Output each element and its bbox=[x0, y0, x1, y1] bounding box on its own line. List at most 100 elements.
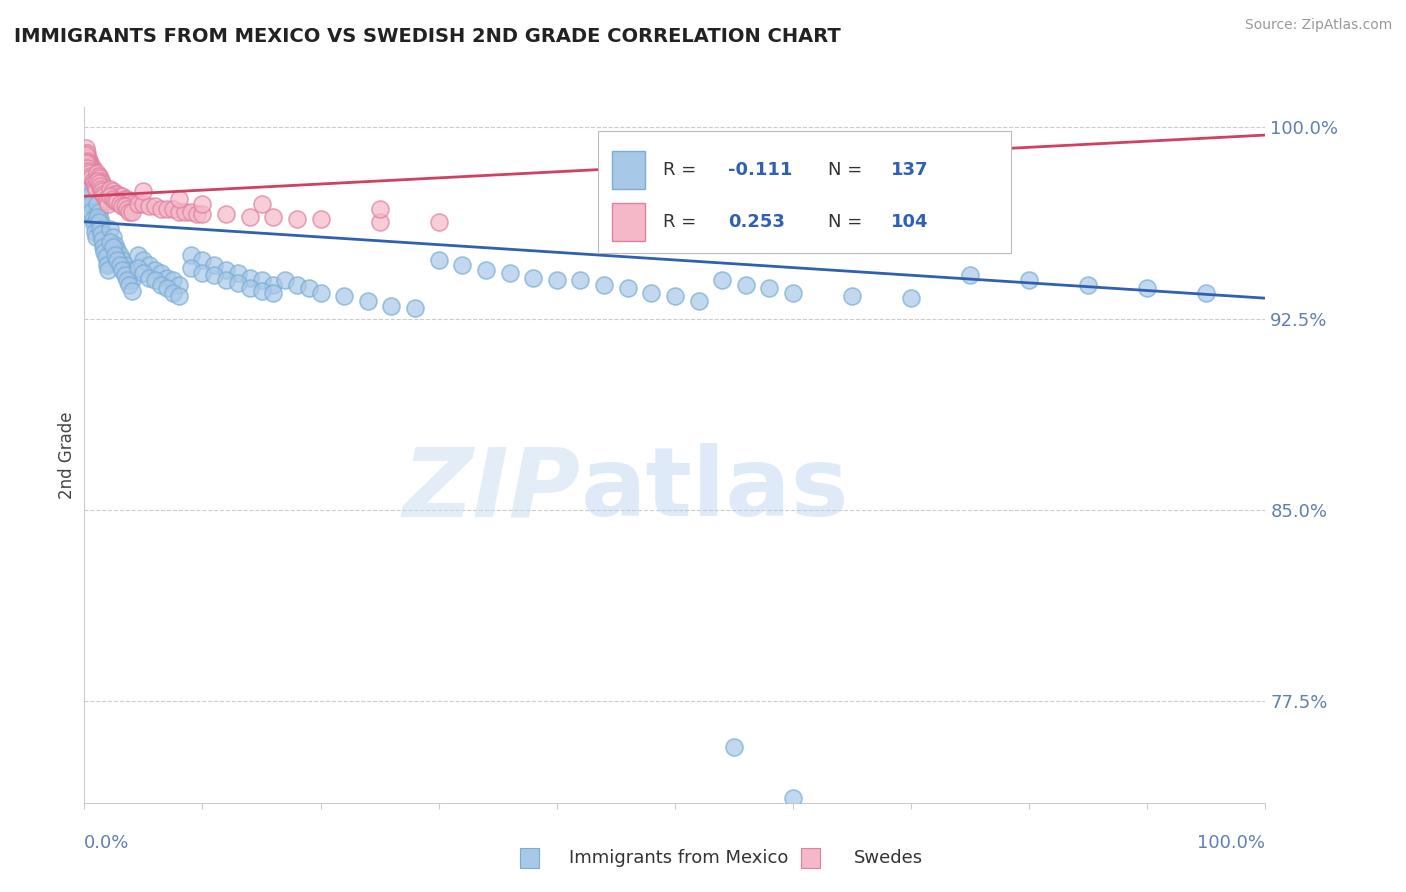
Point bbox=[82, 186, 104, 201]
Text: Immigrants from Mexico: Immigrants from Mexico bbox=[569, 849, 789, 867]
Point bbox=[688, 293, 710, 308]
Point bbox=[80, 159, 103, 173]
Point bbox=[138, 258, 160, 272]
Point bbox=[90, 217, 112, 231]
Point bbox=[89, 171, 111, 186]
Point bbox=[91, 184, 114, 198]
Point bbox=[87, 169, 110, 183]
Point bbox=[98, 235, 121, 249]
Point bbox=[156, 281, 179, 295]
Point bbox=[84, 230, 107, 244]
Point bbox=[1136, 281, 1159, 295]
Point bbox=[108, 258, 131, 272]
Point bbox=[96, 248, 118, 262]
Point bbox=[108, 189, 131, 203]
Point bbox=[77, 153, 100, 168]
Point bbox=[77, 159, 100, 173]
Point bbox=[380, 299, 402, 313]
Point bbox=[191, 252, 214, 267]
Text: -0.111: -0.111 bbox=[728, 161, 793, 178]
Point bbox=[357, 293, 380, 308]
Point bbox=[239, 210, 262, 224]
Point bbox=[84, 181, 107, 195]
Point bbox=[427, 215, 450, 229]
Point bbox=[180, 260, 202, 275]
Point bbox=[173, 204, 195, 219]
Point bbox=[127, 197, 149, 211]
Point bbox=[93, 245, 115, 260]
Point bbox=[77, 163, 100, 178]
Point bbox=[101, 230, 124, 244]
Point bbox=[98, 181, 121, 195]
Point bbox=[593, 278, 616, 293]
Text: 104: 104 bbox=[891, 213, 928, 231]
Point bbox=[404, 301, 426, 316]
Point bbox=[75, 145, 97, 160]
Point bbox=[127, 260, 149, 275]
Point bbox=[80, 204, 103, 219]
Point bbox=[162, 286, 184, 301]
Point bbox=[75, 148, 97, 162]
Point bbox=[75, 156, 97, 170]
Point bbox=[191, 207, 214, 221]
Point bbox=[84, 204, 107, 219]
Point bbox=[569, 273, 592, 287]
Point bbox=[1018, 273, 1040, 287]
Point bbox=[79, 169, 101, 183]
Point bbox=[115, 273, 138, 287]
Point bbox=[782, 790, 804, 805]
Point bbox=[75, 141, 97, 155]
Point bbox=[959, 268, 981, 283]
Point bbox=[77, 169, 100, 183]
Point bbox=[101, 184, 124, 198]
Point bbox=[664, 288, 686, 302]
Point bbox=[84, 210, 107, 224]
Point bbox=[239, 281, 262, 295]
Point bbox=[97, 255, 120, 269]
Point bbox=[83, 192, 105, 206]
Point bbox=[82, 197, 104, 211]
Point bbox=[94, 192, 117, 206]
Point bbox=[91, 186, 114, 201]
Point bbox=[83, 163, 105, 178]
Point bbox=[333, 288, 356, 302]
FancyBboxPatch shape bbox=[598, 131, 1011, 253]
Point bbox=[97, 263, 120, 277]
Point bbox=[76, 174, 98, 188]
Point bbox=[101, 240, 124, 254]
Point bbox=[138, 199, 160, 213]
Point bbox=[75, 166, 97, 180]
Point bbox=[114, 268, 136, 283]
Point bbox=[121, 204, 143, 219]
Point bbox=[76, 151, 98, 165]
Point bbox=[84, 215, 107, 229]
Text: R =: R = bbox=[664, 213, 702, 231]
Point bbox=[76, 153, 98, 168]
Point bbox=[162, 273, 184, 287]
Point bbox=[167, 192, 190, 206]
Point bbox=[101, 192, 124, 206]
Point bbox=[91, 230, 114, 244]
Point bbox=[180, 204, 202, 219]
Point bbox=[239, 270, 262, 285]
Point bbox=[640, 286, 662, 301]
Point bbox=[90, 181, 112, 195]
Point bbox=[86, 174, 108, 188]
Point bbox=[79, 161, 101, 176]
Point bbox=[84, 171, 107, 186]
Point bbox=[104, 237, 127, 252]
Point bbox=[616, 281, 638, 295]
Point bbox=[107, 243, 129, 257]
Point bbox=[111, 199, 134, 213]
Point bbox=[77, 151, 100, 165]
Point bbox=[127, 248, 149, 262]
Point bbox=[104, 186, 127, 201]
Point bbox=[76, 145, 98, 160]
Point bbox=[84, 174, 107, 188]
Point bbox=[94, 251, 117, 265]
Point bbox=[734, 278, 756, 293]
Point bbox=[75, 156, 97, 170]
Point bbox=[191, 266, 214, 280]
Point bbox=[475, 263, 498, 277]
Point bbox=[250, 284, 273, 298]
